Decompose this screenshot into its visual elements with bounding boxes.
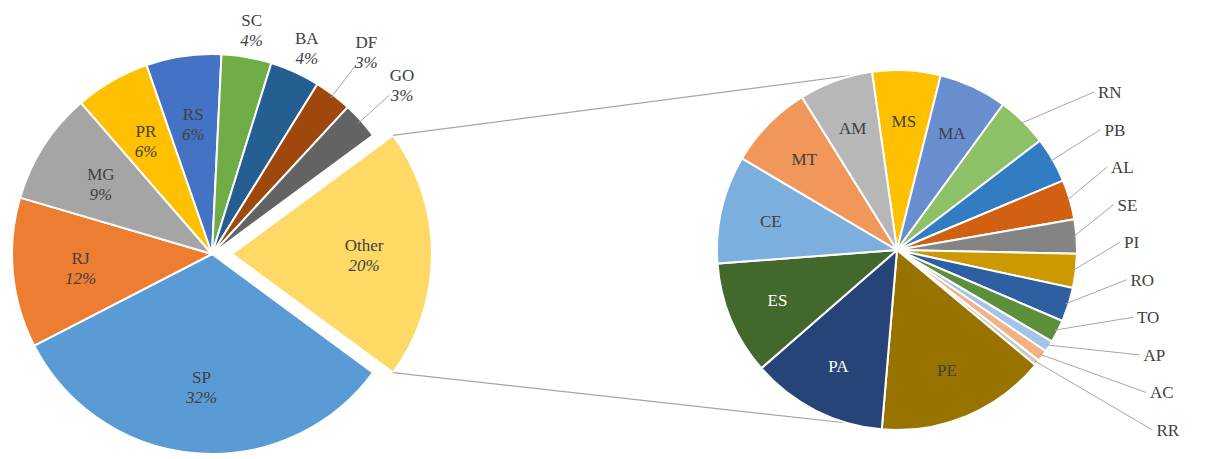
slice-label: MA — [938, 124, 966, 143]
pie-slice — [232, 135, 432, 372]
slice-label: SC — [241, 11, 262, 30]
slice-label: TO — [1137, 308, 1159, 327]
slice-label: BA — [295, 29, 319, 48]
slice-label: AM — [839, 119, 866, 138]
slice-label: RN — [1098, 83, 1122, 102]
slice-label: Other — [345, 236, 384, 255]
leader-line — [1073, 205, 1113, 237]
slice-value: 6% — [135, 142, 158, 161]
slice-label: SP — [192, 368, 211, 387]
slice-label: AP — [1144, 346, 1166, 365]
slice-label: GO — [390, 66, 415, 85]
slice-label: PA — [828, 357, 849, 376]
main-pie-labels: SP32%RJ12%MG9%PR6%RS6%SC4%BA4%DF3%GO3%Ot… — [65, 11, 414, 406]
slice-label: RS — [183, 105, 204, 124]
slice-label: RR — [1157, 421, 1180, 440]
pie-slice — [882, 250, 1036, 430]
leader-line — [1050, 130, 1100, 162]
slice-label: CE — [760, 212, 782, 231]
leader-line — [1021, 92, 1094, 123]
slice-value: 6% — [182, 125, 205, 144]
slice-label: PB — [1105, 121, 1126, 140]
pie-slice — [147, 54, 222, 254]
leader-line — [1067, 167, 1107, 200]
slice-label: AL — [1111, 158, 1134, 177]
main-pie — [12, 54, 432, 454]
pie-slice — [718, 250, 897, 368]
slice-value: 3% — [390, 86, 414, 105]
leader-line — [1066, 280, 1127, 304]
leader-line — [1073, 242, 1120, 270]
secondary-pie — [717, 70, 1077, 430]
slice-value: 12% — [65, 269, 96, 288]
slice-value: 3% — [354, 53, 378, 72]
slice-label: MT — [792, 150, 818, 169]
slice-value: 32% — [185, 388, 217, 407]
slice-label: RO — [1131, 271, 1155, 290]
leader-line — [1055, 317, 1133, 330]
leader-line — [1035, 361, 1153, 430]
slice-value: 4% — [240, 31, 263, 50]
slice-label: ES — [768, 291, 788, 310]
slice-label: RJ — [72, 249, 90, 268]
leader-line — [331, 65, 356, 98]
slice-label: PE — [937, 361, 957, 380]
slice-label: DF — [356, 33, 378, 52]
leader-line — [358, 95, 389, 123]
slice-label: PI — [1124, 233, 1139, 252]
slice-value: 4% — [295, 49, 318, 68]
slice-label: SE — [1118, 196, 1138, 215]
slice-label: AC — [1150, 383, 1174, 402]
slice-label: MS — [892, 112, 917, 131]
chart: SP32%RJ12%MG9%PR6%RS6%SC4%BA4%DF3%GO3%Ot… — [0, 0, 1209, 459]
pie-slice — [897, 219, 1077, 253]
slice-value: 9% — [90, 185, 113, 204]
leader-line — [1046, 345, 1139, 355]
slice-value: 20% — [348, 256, 379, 275]
slice-label: MG — [87, 165, 114, 184]
slice-label: PR — [136, 122, 157, 141]
secondary-pie-labels: MS MA RN PB AL SE PI RO TO AP AC RR PE PA ES CE MT AM — [760, 83, 1180, 440]
